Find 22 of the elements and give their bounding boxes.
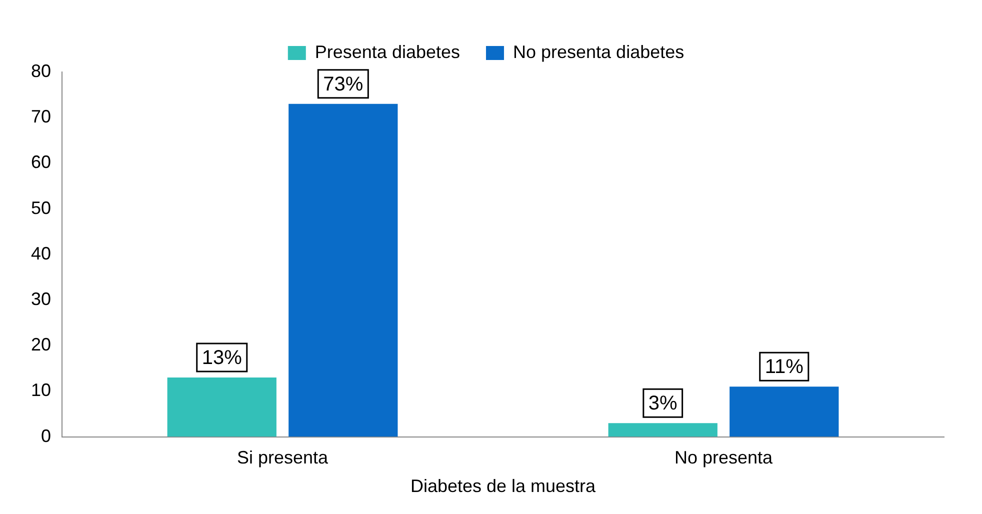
legend-label: No presenta diabetes (512, 42, 684, 62)
x-tick-label: Si presenta (236, 448, 330, 468)
y-tick-label: 70 (30, 106, 52, 127)
data-label: 3% (648, 392, 678, 415)
bar (608, 423, 718, 437)
y-tick-label: 10 (30, 380, 52, 400)
x-tick-label: No presenta (674, 448, 774, 468)
y-tick-label: 30 (30, 288, 52, 309)
x-axis-title: Diabetes de la muestra (410, 476, 597, 496)
y-tick-label: 0 (41, 426, 52, 446)
data-label: 11% (764, 356, 804, 378)
y-tick-label: 60 (30, 152, 52, 172)
data-label: 13% (202, 347, 242, 370)
legend-label: Presenta diabetes (314, 42, 460, 62)
bar (167, 378, 276, 437)
y-tick-label: 40 (30, 243, 52, 264)
data-label: 73% (323, 73, 364, 96)
y-tick-label: 50 (30, 198, 52, 218)
bar (288, 104, 398, 437)
y-tick-label: 80 (30, 60, 52, 81)
bar (730, 386, 839, 437)
y-tick-label: 20 (30, 334, 52, 355)
